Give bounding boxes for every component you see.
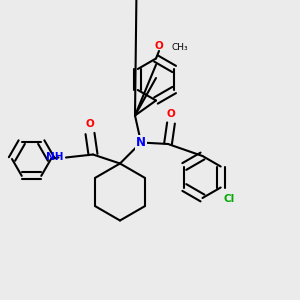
- Text: N: N: [136, 136, 146, 149]
- Text: O: O: [85, 119, 94, 129]
- Text: O: O: [167, 109, 176, 118]
- Text: CH₃: CH₃: [172, 43, 188, 52]
- Text: NH: NH: [46, 152, 63, 163]
- Text: O: O: [154, 41, 164, 51]
- Text: Cl: Cl: [224, 194, 235, 203]
